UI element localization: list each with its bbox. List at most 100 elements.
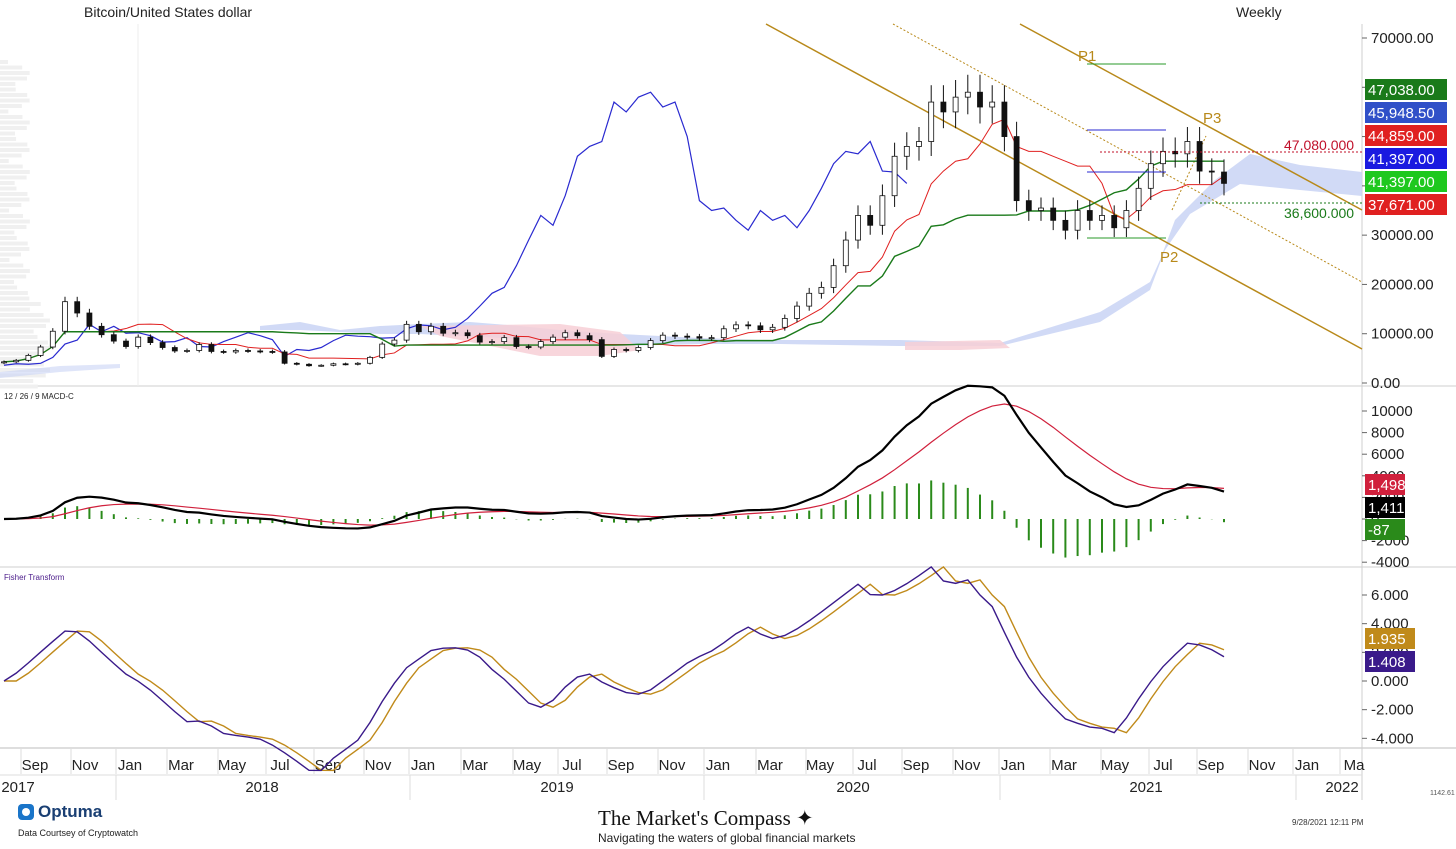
candle-body [1062, 219, 1069, 231]
volume-profile-bar [0, 104, 22, 108]
candle-body [513, 337, 520, 347]
price-value-label: 44,859.00 [1365, 125, 1447, 146]
candle-body [1184, 141, 1191, 155]
volume-profile-bar [0, 236, 17, 240]
candle-body [720, 328, 727, 339]
candle-body [1, 361, 7, 364]
volume-profile-bar [0, 324, 46, 328]
candle-body [208, 344, 215, 352]
x-tick-label: Mar [1051, 757, 1077, 774]
channel-lower-line [765, 23, 1363, 350]
price-tick-label: 20000.00 [1371, 276, 1434, 293]
cloud-bear-area [420, 324, 640, 356]
candle-body [86, 312, 93, 327]
year-label: 2017 [1, 779, 34, 796]
cloud-bull-area [260, 154, 1362, 346]
x-tick-label: Jul [857, 757, 876, 774]
volume-profile-bar [0, 318, 50, 323]
fisher-value-text: 1.408 [1368, 654, 1406, 671]
candle-body [293, 362, 300, 365]
volume-profile-bar [0, 87, 16, 92]
macd-histogram [15, 480, 1225, 558]
macd-line [3, 384, 1225, 530]
candle-body [159, 342, 166, 348]
volume-profile-bar [0, 65, 23, 70]
candle-body [257, 350, 264, 353]
macd-value-box [1365, 474, 1405, 495]
fisher-trigger-line [4, 565, 1225, 772]
macd-value-label: -87 [1365, 519, 1405, 540]
macd-value-box [1365, 497, 1405, 518]
volume-profile-bar [0, 241, 28, 246]
volume-profile-bar [0, 137, 17, 141]
candle-body [269, 351, 276, 353]
x-tick-label: Nov [72, 757, 99, 774]
candle-body [623, 349, 630, 351]
x-tick-label: Nov [659, 757, 686, 774]
volume-profile-bar [0, 340, 49, 345]
candle-body [1074, 210, 1081, 231]
candle-body [537, 341, 544, 348]
fisher-title: Fisher Transform [4, 573, 65, 582]
brand-block: The Market's Compass ✦ Navigating the wa… [598, 806, 855, 845]
volume-profile-bar [0, 148, 30, 152]
volume-profile-bar [0, 357, 31, 361]
optuma-logo-icon [18, 804, 34, 820]
candle-body [49, 330, 56, 348]
candle-body [135, 336, 142, 347]
volume-profile-bar [0, 214, 24, 218]
volume-profile-bar [0, 164, 23, 169]
fisher-value-text: 1.935 [1368, 631, 1406, 648]
x-tick-label: Nov [1249, 757, 1276, 774]
x-tick-label: Nov [954, 757, 981, 774]
volume-profile-bar [0, 192, 28, 196]
price-value-label: 37,671.00 [1365, 194, 1447, 215]
volume-profile-bar [0, 109, 9, 114]
candle-body [1086, 210, 1093, 221]
price-value-label: 45,948.50 [1365, 102, 1447, 123]
candle-body [501, 337, 508, 342]
price-tick-label: 30000.00 [1371, 227, 1434, 244]
candle-body [1135, 187, 1142, 211]
candle-body [903, 146, 910, 157]
candle-body [1196, 141, 1203, 172]
volume-profile-bar [0, 258, 10, 262]
volume-profile-bar [0, 82, 16, 86]
candle-body [391, 339, 398, 345]
volume-profile-bar [0, 302, 41, 306]
volume-profile-bar [0, 384, 38, 389]
fisher-value-box [1365, 651, 1415, 672]
price-tick-label: 0.00 [1371, 375, 1400, 392]
candle-body [635, 347, 642, 351]
volume-profile-bar [0, 219, 30, 224]
volume-profile-bar [0, 313, 44, 317]
volume-profile-bar [0, 181, 15, 185]
candle-body [37, 346, 44, 356]
volume-profile-bar [0, 159, 9, 163]
candle-body [452, 332, 459, 335]
candle-body [1038, 207, 1044, 211]
pivot-label-p1: P1 [1078, 48, 1096, 65]
fisher-value-box [1365, 628, 1415, 649]
volume-profile-bar [0, 280, 14, 284]
fisher-line [3, 565, 1225, 772]
candle-body [171, 347, 178, 352]
price-value-text: 41,397.00 [1368, 151, 1435, 168]
year-label: 2018 [245, 779, 278, 796]
x-tick-label: Jul [562, 757, 581, 774]
price-value-box [1365, 102, 1447, 123]
footer-left: Optuma Data Courtsey of Cryptowatch [18, 802, 138, 838]
candle-body [696, 336, 703, 339]
candle-body [818, 286, 825, 294]
candle-body [440, 325, 447, 334]
volume-profile-bar [0, 335, 38, 339]
candle-body [867, 215, 874, 226]
candle-body [647, 340, 654, 348]
candle-body [611, 349, 617, 357]
fisher-tick-label: 0.000 [1371, 673, 1409, 690]
candle-body [1123, 210, 1130, 229]
x-tick-label: May [1101, 757, 1130, 774]
volume-profile-bar [0, 170, 30, 174]
year-label: 2022 [1325, 779, 1358, 796]
